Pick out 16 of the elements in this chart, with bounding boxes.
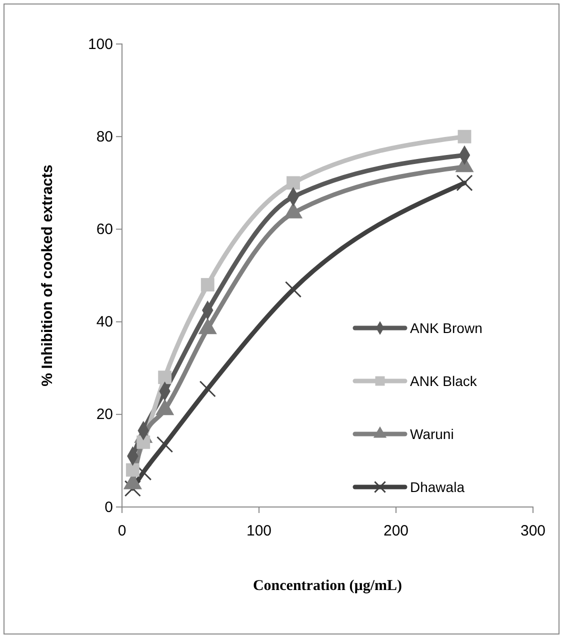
x-tick-label: 100 (246, 522, 272, 540)
legend-label: ANK Black (410, 373, 478, 389)
legend-label: ANK Brown (410, 320, 482, 336)
y-tick-label: 80 (96, 128, 113, 146)
x-axis-title: Concentration (µg/mL) (252, 578, 402, 594)
y-tick-label: 60 (96, 221, 113, 238)
x-tick-label: 200 (383, 522, 409, 540)
y-tick-label: 0 (104, 498, 113, 516)
legend-label: Waruni (410, 426, 454, 442)
x-tick-label: 0 (118, 522, 126, 540)
legend-label: Dhawala (410, 479, 465, 495)
y-tick-label: 40 (96, 314, 113, 331)
x-tick-label: 300 (520, 522, 546, 540)
y-axis-title: % Inhibition of cooked extracts (39, 164, 56, 386)
y-tick-label: 100 (88, 36, 113, 53)
y-tick-label: 20 (96, 406, 113, 424)
